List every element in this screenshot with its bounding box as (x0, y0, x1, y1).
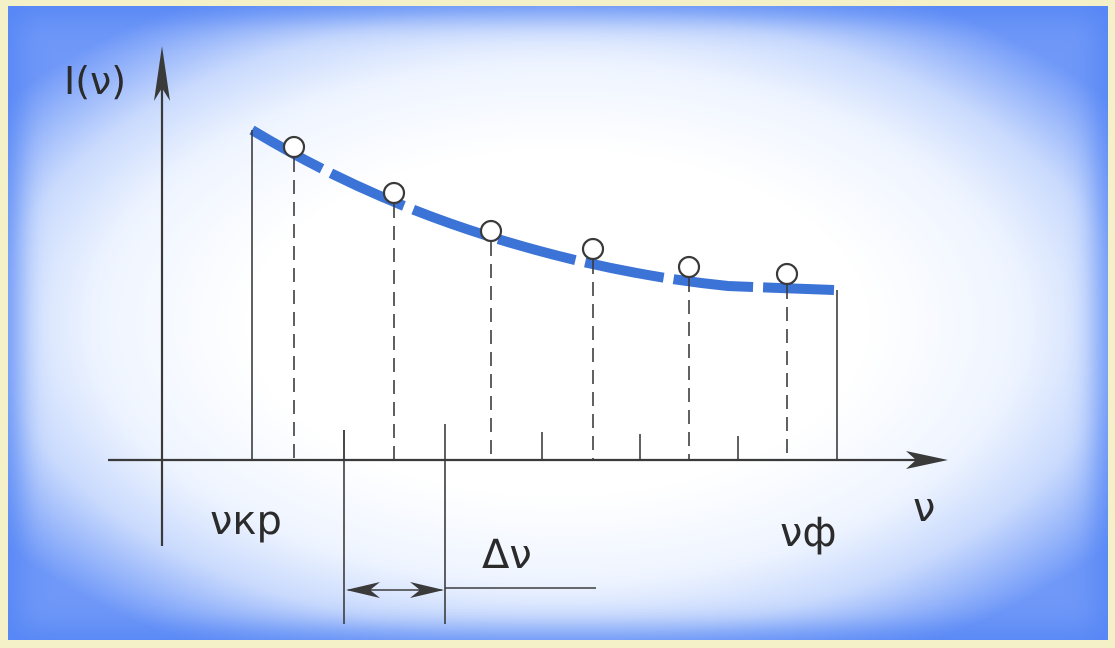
spectrum-curve (249, 125, 835, 295)
spectral-point (382, 181, 406, 205)
x-axis-label: ν (913, 485, 935, 531)
x-axis-arrow-icon (906, 451, 948, 469)
spectral-line (382, 181, 406, 460)
spectral-line (581, 237, 605, 460)
step-label: Δν (482, 532, 532, 578)
spectral-line (479, 219, 503, 460)
spectral-line (677, 255, 701, 460)
diagram-frame: I(ν) ν νкр νф Δν (8, 6, 1108, 640)
axis-ticks (343, 430, 739, 460)
spectral-point (479, 219, 503, 243)
spectral-point (282, 135, 306, 159)
spectral-line (775, 262, 799, 460)
spectral-point (677, 255, 701, 279)
spectral-point (775, 262, 799, 286)
spectral-point (581, 237, 605, 261)
y-axis-label: I(ν) (64, 59, 126, 103)
step-arrow-left-icon (346, 582, 380, 598)
step-arrow-right-icon (410, 582, 444, 598)
y-axis-arrow-icon (154, 46, 170, 101)
spectral-line (282, 135, 306, 460)
end-label: νф (780, 510, 837, 556)
start-label: νкр (210, 498, 282, 544)
spectrum-diagram: I(ν) ν νкр νф Δν (64, 46, 948, 624)
